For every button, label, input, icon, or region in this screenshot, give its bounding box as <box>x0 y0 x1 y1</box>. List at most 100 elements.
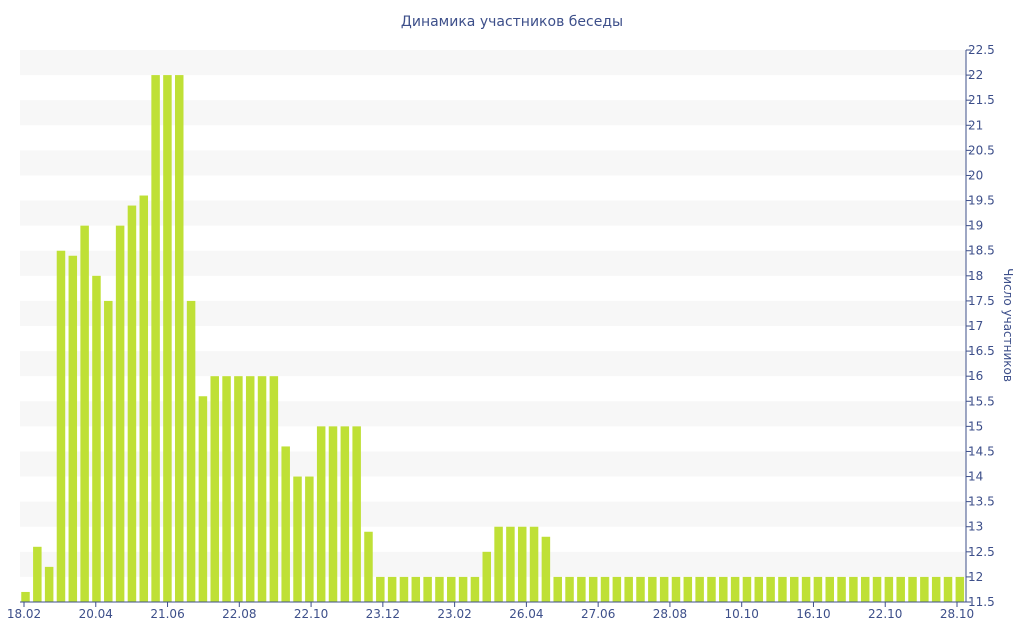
bar <box>837 576 846 602</box>
y-tick-label: 12.5 <box>968 545 995 559</box>
x-tick-label: 26.04 <box>509 607 543 621</box>
y-tick-label: 21 <box>968 118 983 132</box>
bar <box>517 526 527 602</box>
x-tick-label: 23.02 <box>437 607 471 621</box>
bar <box>92 275 101 602</box>
x-tick-label: 20.04 <box>79 607 113 621</box>
bar <box>68 255 78 602</box>
y-tick-label: 22 <box>968 68 983 82</box>
chart-title: Динамика участников беседы <box>400 14 624 30</box>
bar <box>364 531 373 602</box>
y-tick-label: 15 <box>968 419 983 433</box>
x-tick-label: 23.12 <box>366 607 400 621</box>
bars-group <box>21 75 965 603</box>
y-tick-label: 13.5 <box>968 495 995 509</box>
bar <box>600 576 610 602</box>
bar <box>494 526 503 602</box>
bar <box>813 576 823 602</box>
x-tick-label: 10.10 <box>725 607 759 621</box>
grid-band <box>20 200 966 226</box>
bar <box>659 576 669 602</box>
bar <box>896 576 905 602</box>
bar <box>612 576 622 602</box>
bar <box>588 576 598 602</box>
grid-band <box>20 100 966 126</box>
y-tick-label: 22.5 <box>968 43 995 57</box>
bar <box>683 576 693 602</box>
bar <box>872 576 882 602</box>
grid-band <box>20 501 966 527</box>
x-tick-label: 27.06 <box>581 607 615 621</box>
bar <box>624 576 633 602</box>
bar <box>447 576 456 602</box>
x-tick-label: 28.10 <box>940 607 974 621</box>
bar <box>115 225 125 602</box>
y-tick-label: 16.5 <box>968 344 995 358</box>
bar <box>754 576 764 602</box>
bar <box>151 75 160 603</box>
grid-band <box>20 551 966 577</box>
bar <box>482 551 491 602</box>
y-tick-label: 13 <box>968 520 983 534</box>
grid-bands <box>20 50 966 577</box>
y-tick-label: 21.5 <box>968 93 995 107</box>
bar <box>541 536 551 602</box>
bar <box>849 576 858 602</box>
y-tick-label: 14 <box>968 470 983 484</box>
bar <box>269 376 279 602</box>
bar <box>695 576 704 602</box>
bar <box>234 376 243 602</box>
bar <box>352 426 361 602</box>
bar <box>577 576 586 602</box>
bar <box>766 576 775 602</box>
grid-band <box>20 50 966 76</box>
x-tick-label: 21.06 <box>150 607 184 621</box>
x-tick-label: 16.10 <box>796 607 830 621</box>
bar <box>506 526 515 602</box>
bar <box>860 576 870 602</box>
bar <box>920 576 929 602</box>
bar <box>529 526 539 602</box>
y-tick-label: 20.5 <box>968 143 995 157</box>
x-tick-label: 22.08 <box>222 607 256 621</box>
bar <box>553 576 562 602</box>
x-tick-label: 18.02 <box>7 607 41 621</box>
bar <box>565 576 574 602</box>
bar <box>387 576 397 602</box>
bar <box>198 396 208 602</box>
bar <box>730 576 740 602</box>
bar <box>163 75 172 603</box>
bar <box>340 426 350 602</box>
y-tick-label: 15.5 <box>968 394 995 408</box>
bar <box>293 476 302 602</box>
bar <box>104 300 113 602</box>
y-axis-title: Число участников <box>1001 268 1015 382</box>
y-tick-label: 17 <box>968 319 983 333</box>
bar <box>955 576 965 602</box>
grid-band <box>20 250 966 276</box>
bar <box>376 576 385 602</box>
y-tick-label: 14.5 <box>968 444 995 458</box>
grid-band <box>20 451 966 477</box>
y-tick-label: 12 <box>968 570 983 584</box>
bar <box>423 576 432 602</box>
x-tick-label: 28.08 <box>653 607 687 621</box>
x-axis-ticks: 18.02 20.04 21.06 22.08 22.10 23.12 23.02 26.04… <box>7 602 974 621</box>
grid-band <box>20 150 966 176</box>
bar <box>778 576 787 602</box>
bar <box>139 195 149 602</box>
bar <box>801 576 811 602</box>
bar <box>175 75 184 603</box>
bar <box>435 576 444 602</box>
bar <box>458 576 468 602</box>
bar <box>671 576 681 602</box>
y-tick-label: 20 <box>968 168 983 182</box>
bar <box>281 446 290 602</box>
bar <box>931 576 941 602</box>
y-tick-label: 17.5 <box>968 294 995 308</box>
y-tick-label: 19.5 <box>968 194 995 208</box>
bar <box>399 576 409 602</box>
bar <box>210 376 219 602</box>
